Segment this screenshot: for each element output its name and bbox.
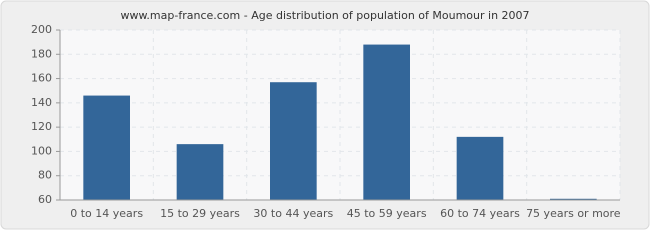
x-tick-label: 0 to 14 years (70, 207, 143, 220)
y-tick-label: 160 (31, 72, 52, 85)
bar (270, 82, 317, 200)
x-tick-label: 45 to 59 years (347, 207, 427, 220)
y-tick-label: 100 (31, 144, 52, 157)
x-tick-label: 60 to 74 years (440, 207, 520, 220)
bar (550, 198, 597, 200)
y-tick-label: 180 (31, 47, 52, 60)
y-tick-label: 140 (31, 96, 52, 109)
bar (176, 144, 224, 200)
chart: www.map-france.com - Age distribution of… (0, 0, 650, 230)
x-tick-label: 75 years or more (526, 207, 621, 220)
y-tick-label: 60 (38, 193, 52, 206)
y-tick-label: 120 (31, 120, 52, 133)
y-tick-label: 200 (31, 23, 52, 36)
bar (363, 44, 410, 201)
x-tick-label: 15 to 29 years (160, 207, 240, 220)
y-tick-label: 80 (38, 169, 52, 182)
bar (83, 95, 130, 200)
plot-area (60, 30, 620, 200)
bar (456, 136, 504, 200)
x-tick-label: 30 to 44 years (253, 207, 333, 220)
chart-title: www.map-france.com - Age distribution of… (120, 9, 529, 22)
